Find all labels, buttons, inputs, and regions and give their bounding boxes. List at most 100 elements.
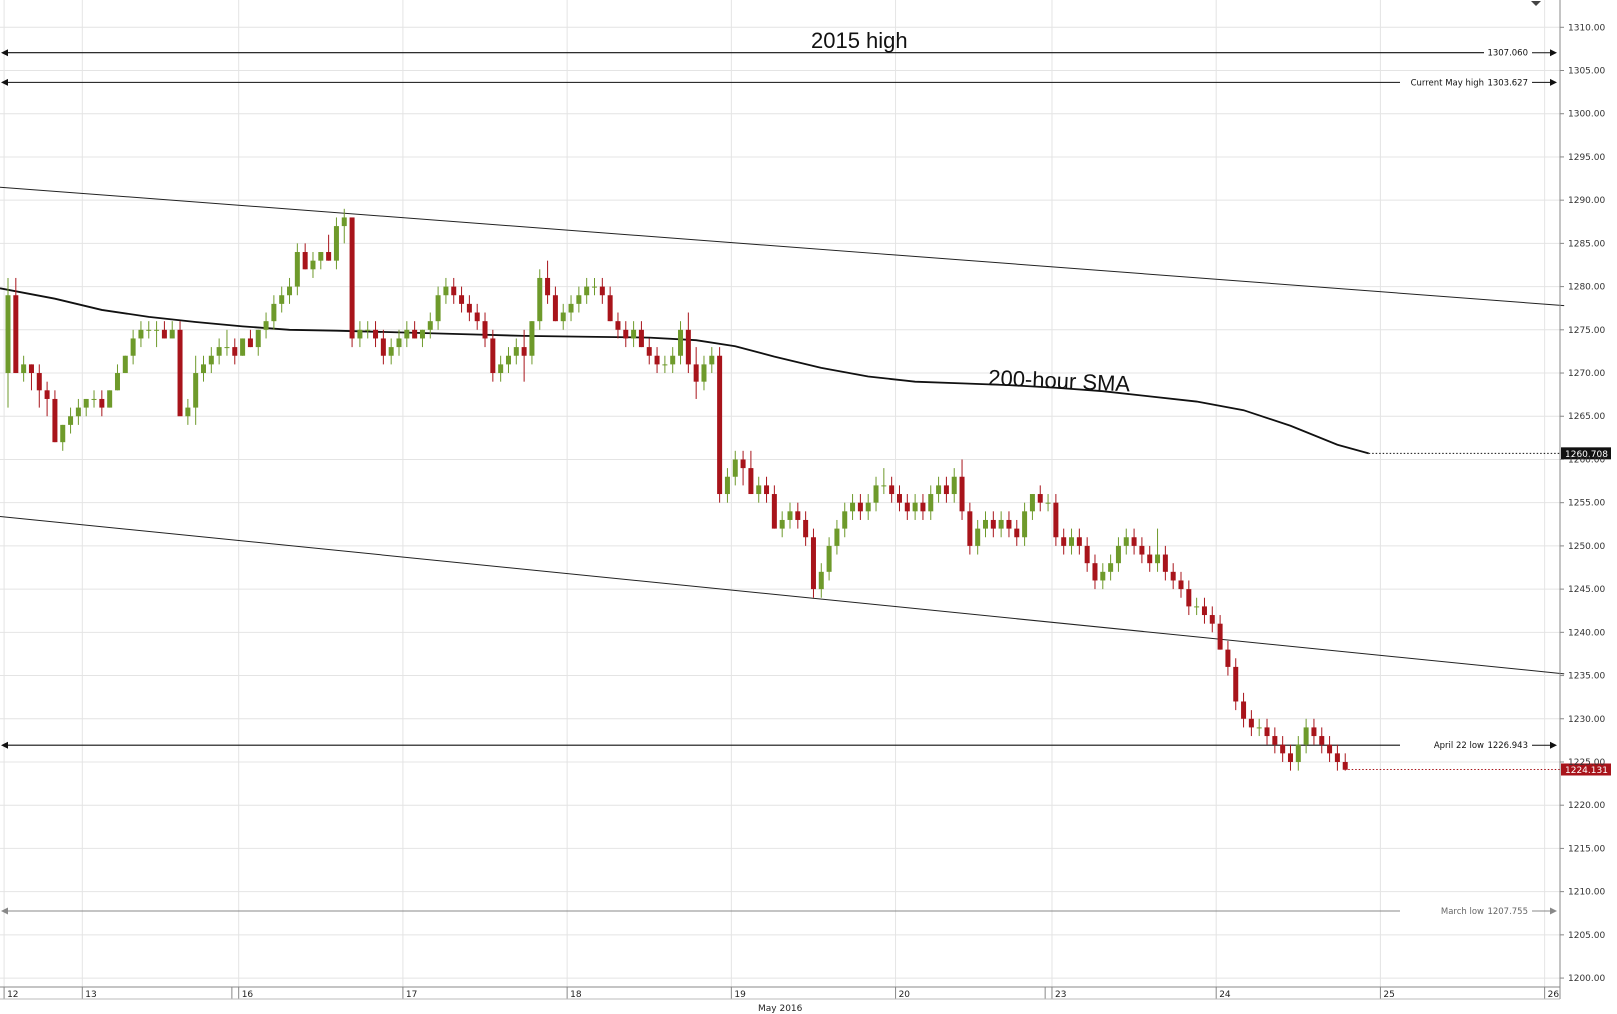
level-value-label: 1207.755: [1487, 907, 1528, 917]
candle-up: [138, 321, 144, 348]
candle-body: [732, 459, 738, 477]
candle-body: [1170, 571, 1176, 581]
candle-body: [466, 303, 472, 313]
price-tag-label: 1224.131: [1565, 766, 1608, 776]
candle-down: [889, 476, 895, 503]
y-tick-label: 1200.00: [1568, 974, 1605, 984]
candle-body: [568, 303, 574, 313]
candle-body: [693, 364, 699, 382]
candle-down: [615, 312, 621, 339]
y-tick-label: 1305.00: [1568, 67, 1605, 77]
candle-up: [216, 338, 222, 365]
candle-body: [365, 329, 371, 331]
candle-body: [834, 528, 840, 546]
candle-up: [201, 355, 206, 382]
candle-up: [662, 355, 668, 374]
candle-body: [521, 347, 527, 356]
candle-down: [685, 312, 691, 374]
candle-up: [732, 450, 738, 486]
candle-up: [936, 476, 942, 503]
candle-down: [1006, 511, 1012, 538]
candle-body: [201, 364, 206, 374]
y-tick-label: 1225.00: [1568, 758, 1605, 768]
candle-body: [560, 312, 566, 322]
candle-up: [21, 355, 27, 382]
candle-body: [771, 494, 777, 529]
candle-body: [1178, 580, 1184, 590]
candle-up: [114, 364, 120, 391]
candle-body: [36, 373, 42, 391]
candle-body: [169, 329, 175, 339]
x-tick-label: 24: [1219, 990, 1231, 1000]
x-tick-label: 19: [734, 990, 746, 1000]
candle-body: [1100, 571, 1106, 581]
candle-body: [545, 277, 551, 296]
candle-body: [1311, 727, 1317, 737]
candle-down: [638, 321, 644, 348]
candle-down: [466, 295, 472, 322]
candle-up: [83, 398, 89, 417]
candle-body: [685, 329, 691, 365]
candle-body: [1037, 494, 1043, 503]
candle-body: [701, 364, 707, 382]
candle-down: [1186, 580, 1192, 616]
candle-body: [1327, 744, 1333, 754]
candle-up: [537, 269, 543, 330]
candle-down: [412, 321, 418, 339]
candle-down: [1076, 528, 1082, 555]
candle-body: [1155, 554, 1161, 564]
candle-up: [576, 286, 582, 313]
candle-up: [443, 277, 449, 304]
candle-up: [404, 321, 410, 348]
candle-down: [1217, 615, 1223, 650]
candle-up: [419, 329, 425, 348]
candle-down: [1225, 640, 1231, 676]
candle-body: [193, 373, 199, 408]
candle-body: [1256, 727, 1262, 729]
candle-body: [748, 468, 754, 495]
candle-down: [1014, 519, 1020, 546]
candle-down: [896, 485, 902, 512]
candle-up: [881, 468, 887, 495]
candle-body: [404, 329, 410, 339]
y-tick-label: 1255.00: [1568, 499, 1605, 509]
price-tag-label: 1260.708: [1565, 450, 1608, 460]
candle-body: [709, 355, 715, 365]
candle-up: [154, 321, 160, 348]
candle-up: [584, 277, 590, 304]
candle-up: [75, 398, 81, 425]
candle-body: [552, 295, 558, 322]
candle-up: [513, 338, 519, 365]
candle-body: [896, 494, 902, 503]
candle-down: [1311, 718, 1317, 745]
collapse-triangle-icon[interactable]: [1531, 1, 1541, 6]
candle-down: [1201, 597, 1207, 624]
candle-body: [1014, 528, 1020, 538]
candle-body: [904, 502, 910, 512]
candle-body: [920, 502, 926, 512]
candle-up: [1108, 554, 1114, 581]
candle-body: [529, 321, 535, 356]
candle-up: [427, 312, 433, 339]
candle-body: [607, 295, 613, 322]
candle-down: [803, 511, 809, 546]
candle-down: [810, 528, 816, 598]
candle-body: [795, 511, 801, 520]
candle-down: [44, 381, 50, 417]
candle-body: [638, 329, 644, 348]
candle-body: [138, 329, 144, 339]
candle-down: [247, 329, 253, 348]
candle-body: [592, 286, 597, 288]
candle-body: [1123, 537, 1129, 546]
candle-body: [631, 329, 637, 339]
candle-up: [122, 355, 128, 374]
candle-up: [850, 494, 856, 520]
candle-down: [959, 459, 965, 520]
candle-down: [232, 338, 238, 365]
candle-body: [1053, 502, 1059, 538]
candle-body: [443, 286, 449, 296]
y-tick-label: 1235.00: [1568, 672, 1605, 682]
candle-up: [1069, 528, 1075, 555]
candle-up: [951, 468, 957, 503]
candle-body: [826, 545, 832, 572]
